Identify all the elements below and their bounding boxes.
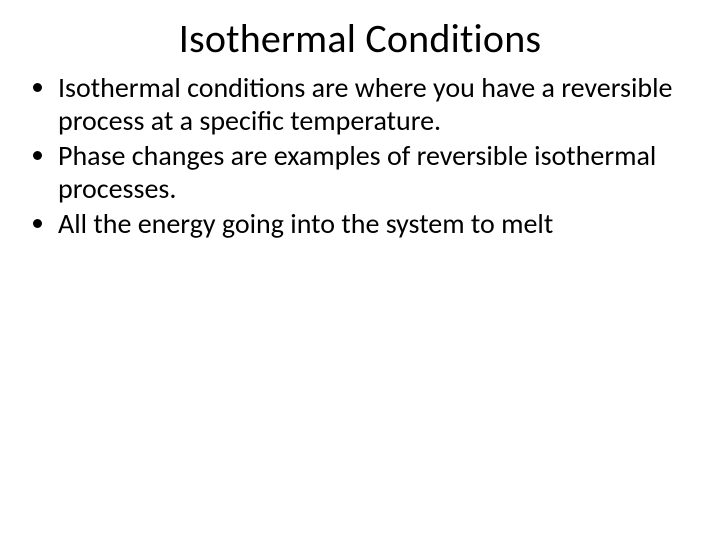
bullet-list: Isothermal conditions are where you have… [28,71,692,240]
slide: Isothermal Conditions Isothermal conditi… [0,0,720,540]
slide-title: Isothermal Conditions [28,14,692,63]
list-item: All the energy going into the system to … [58,207,692,240]
list-item: Phase changes are examples of reversible… [58,139,692,205]
list-item: Isothermal conditions are where you have… [58,71,692,137]
